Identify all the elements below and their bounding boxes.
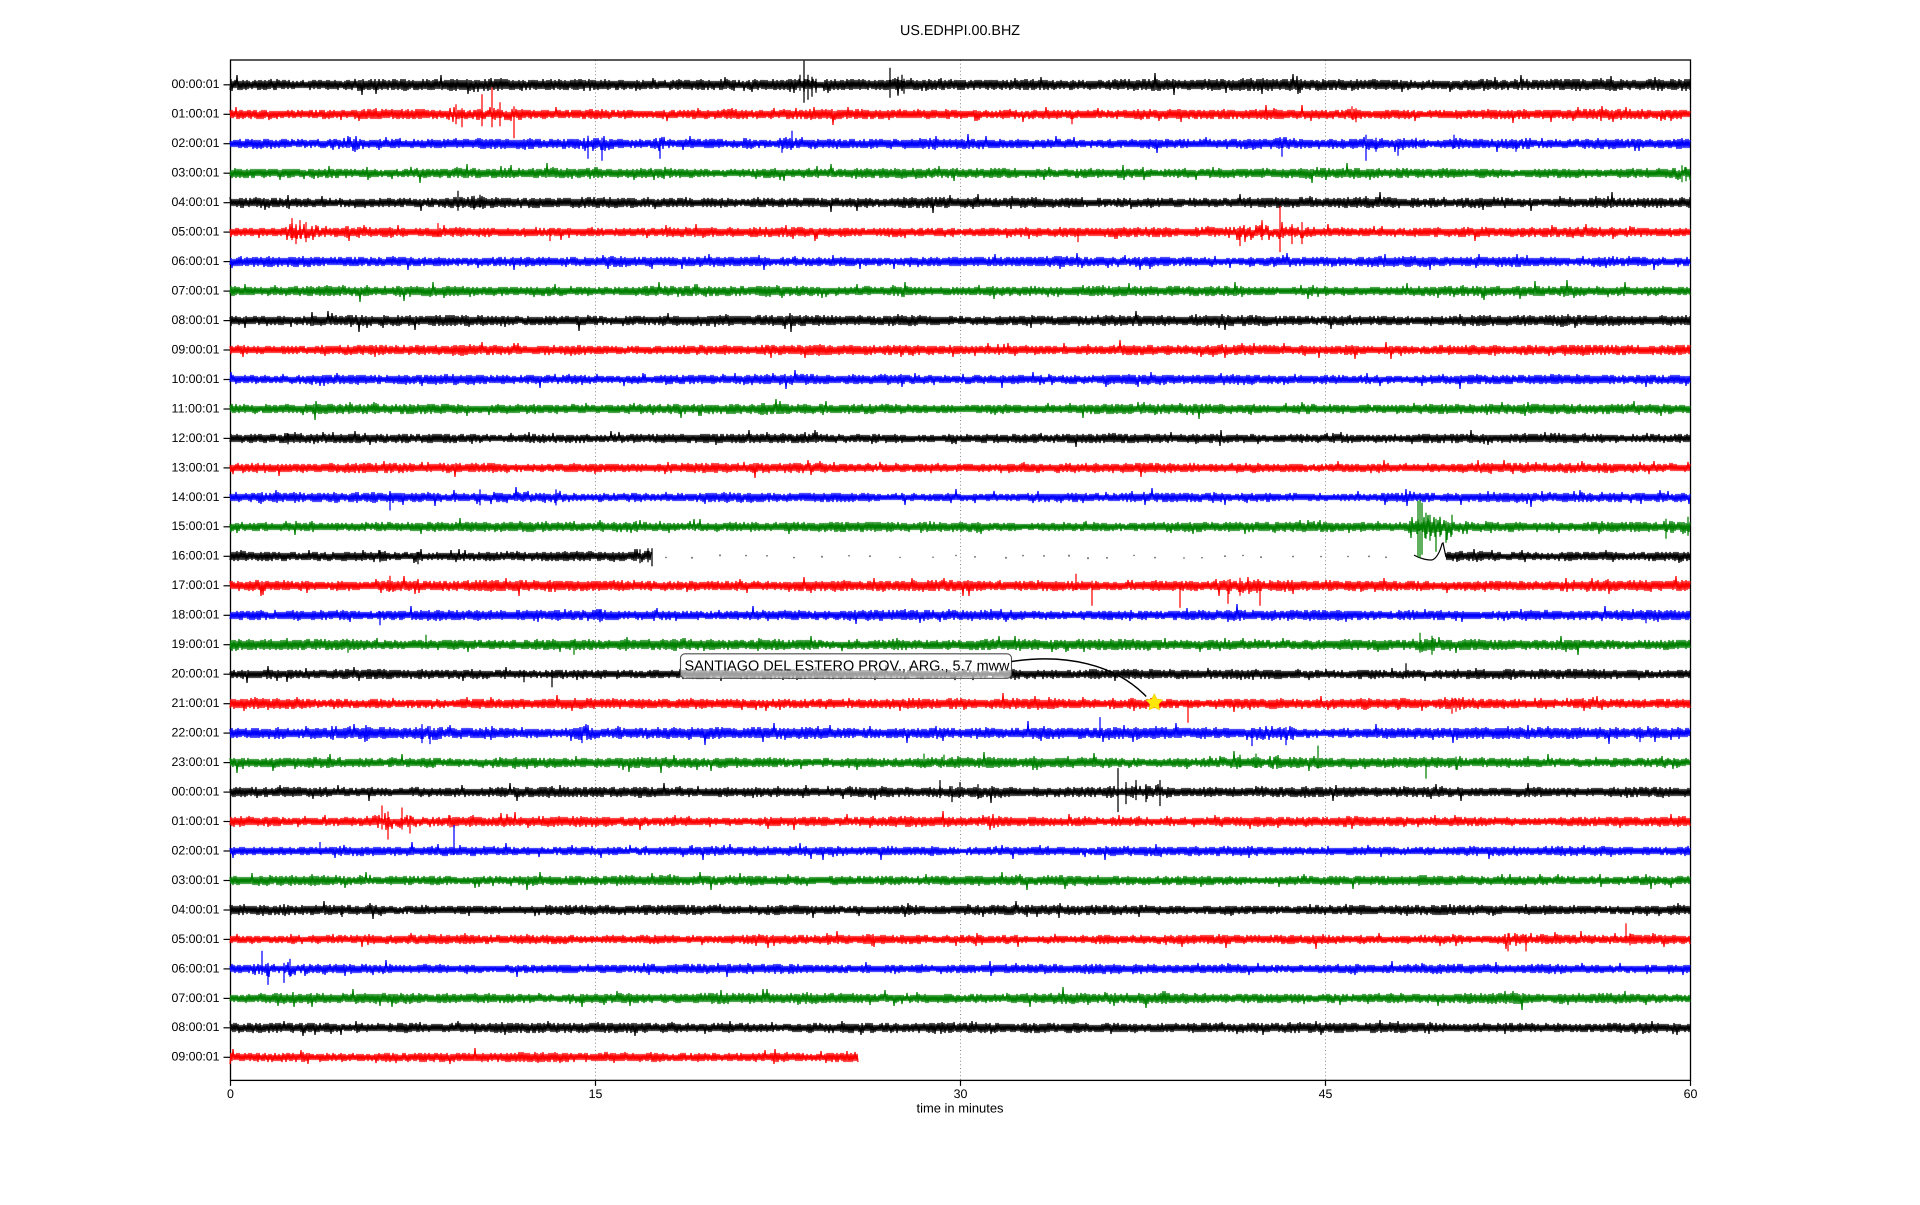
svg-text:15:00:01: 15:00:01	[172, 519, 220, 533]
svg-text:02:00:01: 02:00:01	[172, 136, 220, 150]
svg-text:03:00:01: 03:00:01	[172, 166, 220, 180]
svg-text:09:00:01: 09:00:01	[172, 1050, 220, 1064]
svg-text:07:00:01: 07:00:01	[172, 991, 220, 1005]
svg-text:17:00:01: 17:00:01	[172, 578, 220, 592]
svg-text:06:00:01: 06:00:01	[172, 961, 220, 975]
svg-text:22:00:01: 22:00:01	[172, 726, 220, 740]
svg-text:16:00:01: 16:00:01	[172, 549, 220, 563]
svg-text:21:00:01: 21:00:01	[172, 696, 220, 710]
svg-text:02:00:01: 02:00:01	[172, 843, 220, 857]
svg-text:18:00:01: 18:00:01	[172, 608, 220, 622]
svg-text:12:00:01: 12:00:01	[172, 431, 220, 445]
svg-text:06:00:01: 06:00:01	[172, 254, 220, 268]
svg-text:08:00:01: 08:00:01	[172, 1020, 220, 1034]
svg-text:45: 45	[1319, 1087, 1333, 1101]
svg-text:07:00:01: 07:00:01	[172, 284, 220, 298]
svg-text:00:00:01: 00:00:01	[172, 785, 220, 799]
svg-text:0: 0	[227, 1087, 234, 1101]
svg-text:13:00:01: 13:00:01	[172, 460, 220, 474]
svg-text:20:00:01: 20:00:01	[172, 667, 220, 681]
svg-text:09:00:01: 09:00:01	[172, 342, 220, 356]
svg-text:05:00:01: 05:00:01	[172, 225, 220, 239]
svg-text:23:00:01: 23:00:01	[172, 755, 220, 769]
svg-text:15: 15	[589, 1087, 603, 1101]
svg-text:04:00:01: 04:00:01	[172, 902, 220, 916]
svg-text:05:00:01: 05:00:01	[172, 932, 220, 946]
svg-text:30: 30	[954, 1087, 968, 1101]
svg-text:10:00:01: 10:00:01	[172, 372, 220, 386]
svg-text:08:00:01: 08:00:01	[172, 313, 220, 327]
svg-text:14:00:01: 14:00:01	[172, 490, 220, 504]
svg-text:19:00:01: 19:00:01	[172, 637, 220, 651]
svg-text:60: 60	[1684, 1087, 1698, 1101]
svg-text:01:00:01: 01:00:01	[172, 107, 220, 121]
svg-text:04:00:01: 04:00:01	[172, 195, 220, 209]
svg-text:00:00:01: 00:00:01	[172, 77, 220, 91]
svg-text:time in minutes: time in minutes	[917, 1101, 1004, 1116]
svg-text:11:00:01: 11:00:01	[172, 401, 220, 415]
svg-text:SANTIAGO DEL ESTERO PROV., ARG: SANTIAGO DEL ESTERO PROV., ARG., 5.7 mww	[685, 659, 1011, 675]
svg-text:01:00:01: 01:00:01	[172, 814, 220, 828]
svg-text:US.EDHPI.00.BHZ: US.EDHPI.00.BHZ	[900, 23, 1020, 39]
svg-text:03:00:01: 03:00:01	[172, 873, 220, 887]
